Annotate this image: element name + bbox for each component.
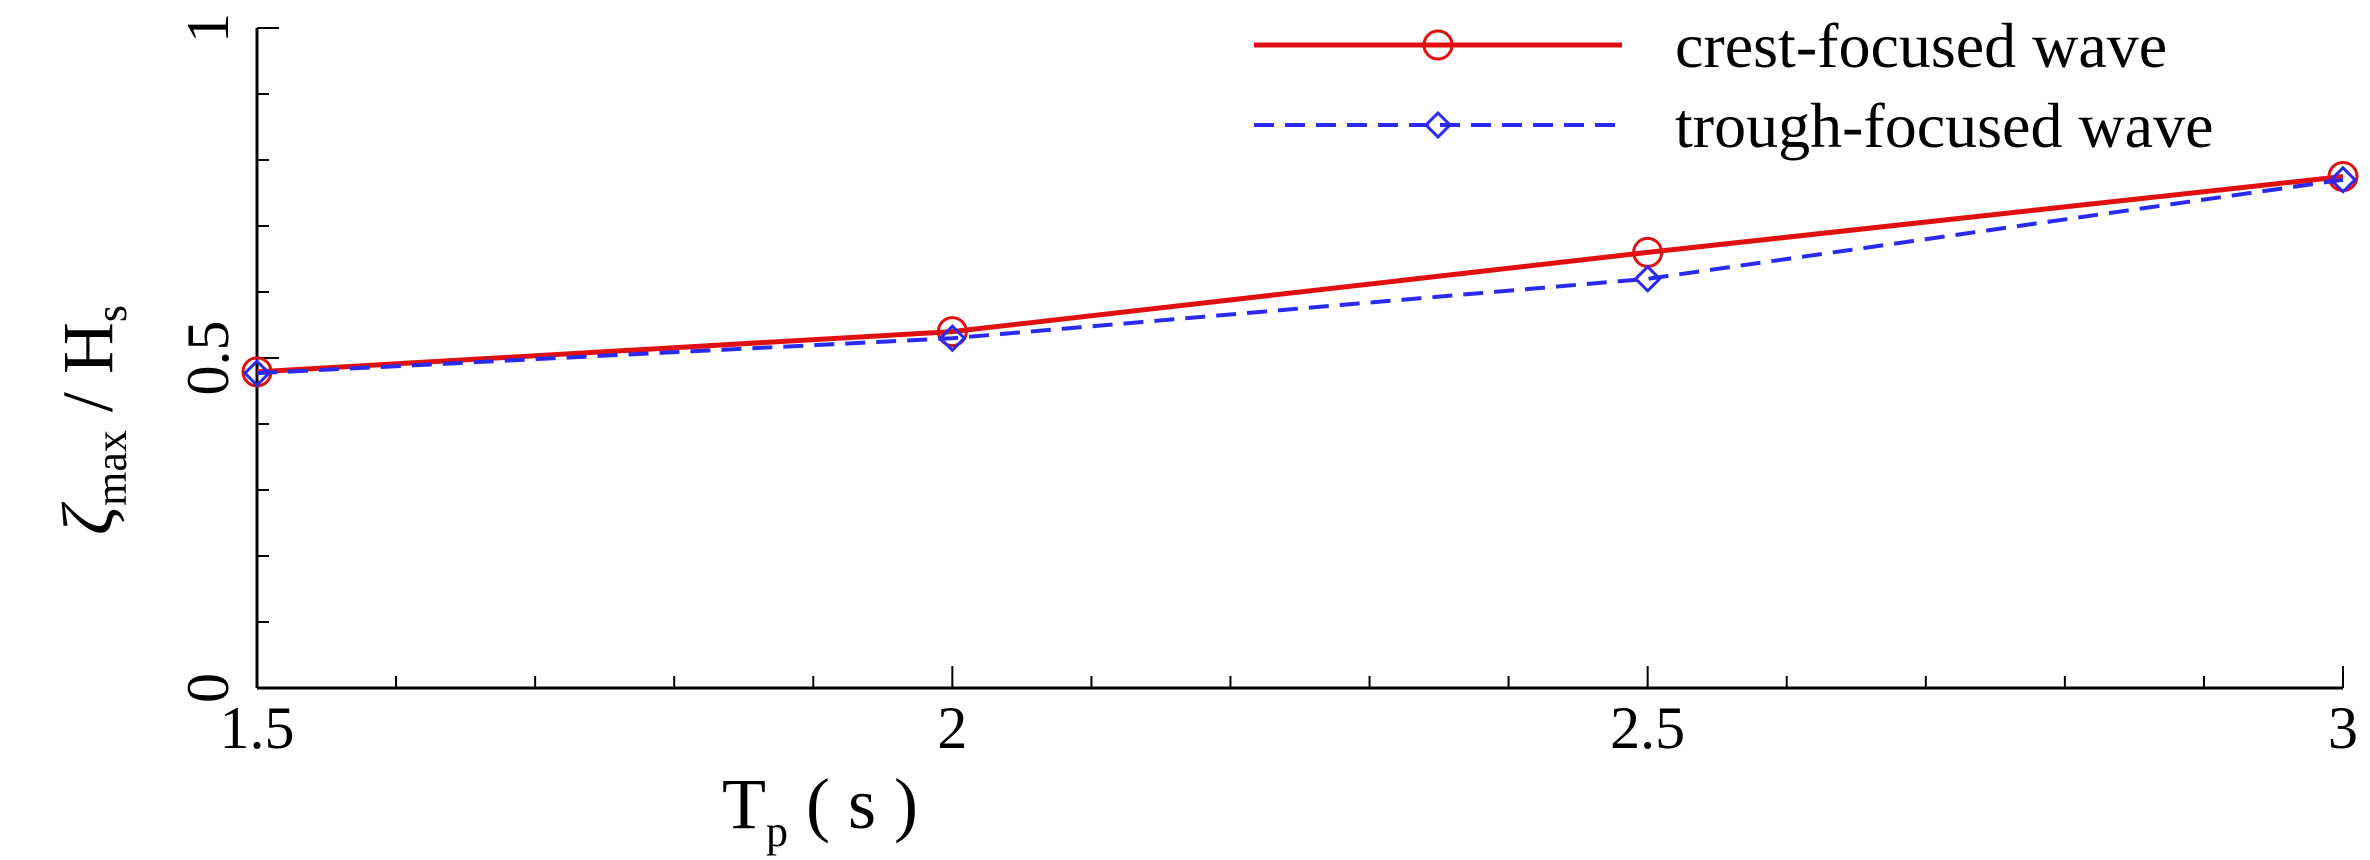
series-layer bbox=[241, 161, 2359, 388]
legend-label: trough-focused wave bbox=[1675, 90, 2213, 161]
data-point bbox=[938, 324, 967, 353]
y-tick-label: 0 bbox=[175, 673, 241, 703]
ticks bbox=[256, 27, 2344, 689]
data-point bbox=[936, 316, 968, 348]
legend: crest-focused wave trough-focused wave bbox=[1254, 10, 2213, 161]
series-crest bbox=[241, 161, 2359, 388]
legend-marker bbox=[1423, 110, 1453, 140]
data-point bbox=[1633, 264, 1662, 293]
legend-item: trough-focused wave bbox=[1254, 90, 2213, 161]
x-axis-symbol: T bbox=[722, 764, 766, 844]
y-axis-subscript-2: s bbox=[87, 305, 136, 322]
data-point bbox=[242, 359, 272, 388]
x-tick-label: 3 bbox=[2328, 695, 2358, 761]
legend-item: crest-focused wave bbox=[1254, 10, 2167, 81]
series-line bbox=[256, 174, 2344, 375]
data-point bbox=[2328, 165, 2358, 194]
x-axis-units: ( s ) bbox=[788, 764, 918, 844]
legend-marker bbox=[1422, 29, 1454, 61]
y-axis-divider: / H bbox=[48, 322, 128, 430]
x-tick-label: 2 bbox=[937, 695, 967, 761]
x-tick-label: 2.5 bbox=[1610, 695, 1685, 761]
series-trough bbox=[242, 165, 2358, 388]
x-tick-label: 1.5 bbox=[220, 695, 295, 761]
y-axis-subscript: max bbox=[87, 430, 136, 506]
x-axis-subscript: p bbox=[766, 807, 788, 856]
y-tick-label: 0.5 bbox=[175, 321, 241, 396]
y-axis-symbol: ζ bbox=[48, 501, 128, 535]
series-line bbox=[256, 177, 2344, 376]
legend-label: crest-focused wave bbox=[1675, 10, 2167, 81]
tick-labels: 1.5 2 2.5 3 0 0.5 1 bbox=[175, 13, 2358, 761]
x-axis-title: Tp ( s ) bbox=[722, 764, 918, 856]
y-tick-label: 1 bbox=[175, 13, 241, 43]
y-axis-title: ζmax / Hs bbox=[48, 305, 136, 535]
